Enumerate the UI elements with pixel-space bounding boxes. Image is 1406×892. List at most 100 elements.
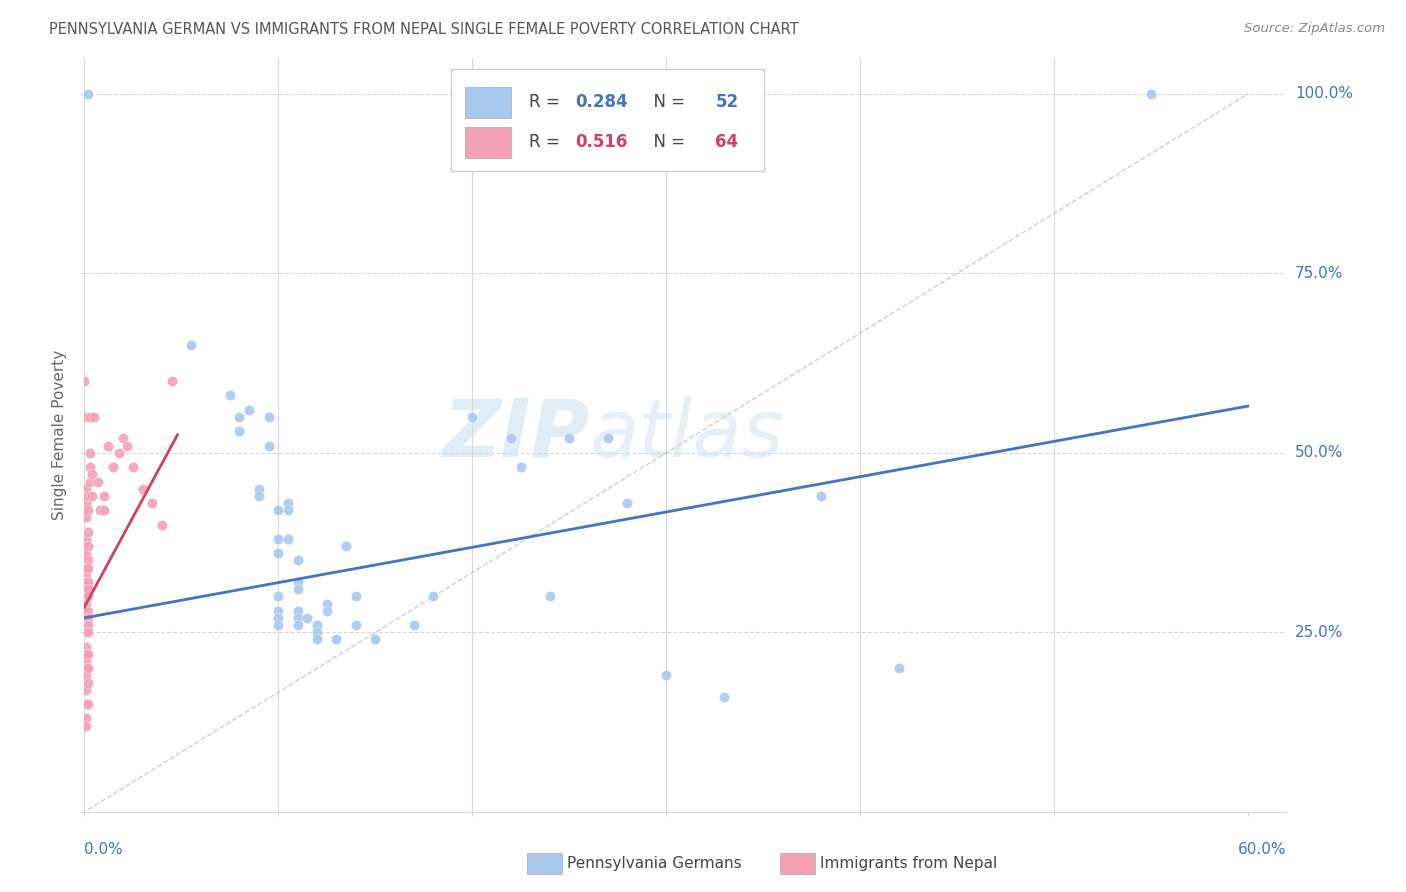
Text: 52: 52 [716,93,738,111]
Point [75,647,97,661]
Point [77,489,100,503]
Point [305,625,328,640]
Point [79,446,101,460]
Point [267,590,290,604]
Point [75,510,97,524]
Point [108,446,131,460]
Point [82,489,104,503]
Point [75,711,97,725]
Point [77,675,100,690]
Point [141,496,163,510]
Point [344,590,367,604]
Point [103,460,125,475]
Point [75,618,97,632]
Text: Pennsylvania Germans: Pennsylvania Germans [567,856,741,871]
Point [75,597,97,611]
Point [131,482,153,496]
Point [287,604,309,618]
Text: N =: N = [644,93,690,111]
Text: 75.0%: 75.0% [1295,266,1343,281]
Point [287,582,309,597]
Point [325,632,347,647]
Point [558,432,581,446]
Point [77,697,100,711]
Point [77,539,100,553]
Point [305,632,328,647]
Text: Source: ZipAtlas.com: Source: ZipAtlas.com [1244,22,1385,36]
Point [887,661,910,675]
Point [287,618,309,632]
Text: 0.0%: 0.0% [84,842,124,857]
Bar [465,127,512,158]
Point [93,503,115,517]
Text: R =: R = [529,134,565,152]
Point [810,489,832,503]
Point [277,532,299,546]
Point [267,618,290,632]
Y-axis label: Single Female Poverty: Single Female Poverty [52,350,67,520]
Point [277,496,299,510]
Point [75,682,97,697]
Point [247,489,270,503]
Point [499,432,522,446]
Point [75,560,97,574]
Point [315,597,337,611]
Text: 25.0%: 25.0% [1295,624,1343,640]
Point [89,503,111,517]
Text: 100.0%: 100.0% [1295,87,1353,102]
Point [180,338,202,352]
Point [402,618,425,632]
FancyBboxPatch shape [451,70,763,171]
Point [257,439,280,453]
Point [115,439,138,453]
Point [257,409,280,424]
Text: N =: N = [644,134,690,152]
Point [75,532,97,546]
Point [83,409,105,424]
Point [238,402,260,417]
Point [538,590,561,604]
Point [267,532,290,546]
Point [75,574,97,589]
Point [75,668,97,682]
Point [287,553,309,567]
Point [75,697,97,711]
Point [75,611,97,625]
Point [267,611,290,625]
Point [247,482,270,496]
Point [75,482,97,496]
Point [77,590,100,604]
Point [461,409,484,424]
Point [75,567,97,582]
Point [596,432,619,446]
Point [1139,87,1161,101]
Point [1315,432,1337,446]
Point [79,409,101,424]
Point [287,574,309,589]
Point [75,661,97,675]
Point [75,582,97,597]
Point [150,517,173,532]
Point [655,668,678,682]
Point [77,618,100,632]
Point [77,87,100,101]
Text: atlas: atlas [589,396,785,474]
Point [75,604,97,618]
Point [277,503,299,517]
Point [97,439,120,453]
Point [77,553,100,567]
Point [75,654,97,668]
Point [228,424,250,438]
Point [305,618,328,632]
Point [77,503,100,517]
Point [267,546,290,560]
Text: 64: 64 [716,134,738,152]
Text: 0.284: 0.284 [575,93,627,111]
Point [713,690,735,704]
Point [75,546,97,560]
Point [509,460,531,475]
Text: 50.0%: 50.0% [1295,445,1343,460]
Point [297,611,319,625]
Point [77,647,100,661]
Point [75,590,97,604]
